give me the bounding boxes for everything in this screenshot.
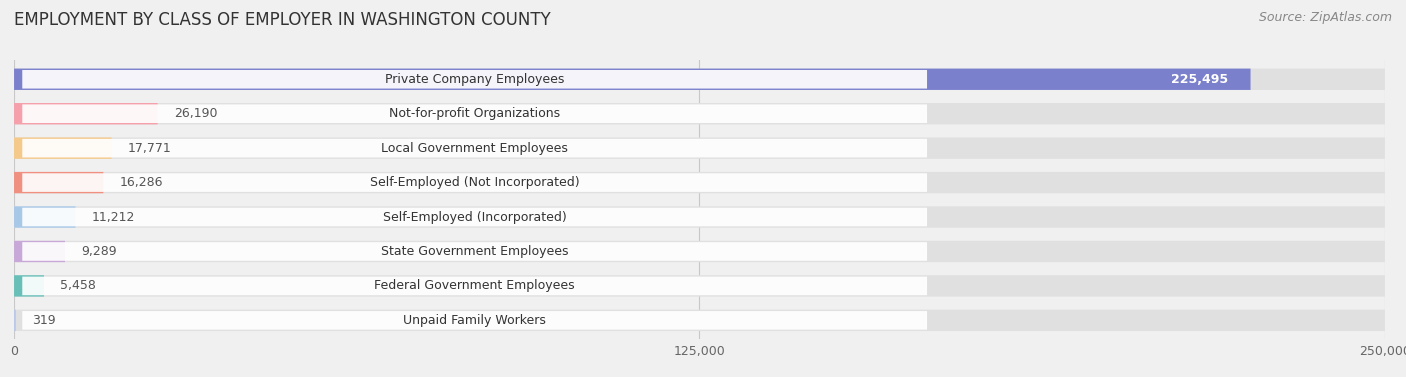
FancyBboxPatch shape	[14, 206, 1385, 228]
Text: State Government Employees: State Government Employees	[381, 245, 568, 258]
Text: Self-Employed (Incorporated): Self-Employed (Incorporated)	[382, 210, 567, 224]
FancyBboxPatch shape	[14, 275, 44, 297]
FancyBboxPatch shape	[22, 70, 927, 89]
FancyBboxPatch shape	[14, 241, 65, 262]
FancyBboxPatch shape	[14, 103, 157, 124]
Text: 16,286: 16,286	[120, 176, 163, 189]
Text: 11,212: 11,212	[91, 210, 135, 224]
Text: Local Government Employees: Local Government Employees	[381, 142, 568, 155]
FancyBboxPatch shape	[22, 139, 927, 158]
FancyBboxPatch shape	[14, 138, 1385, 159]
Text: 319: 319	[32, 314, 56, 327]
Text: Unpaid Family Workers: Unpaid Family Workers	[404, 314, 546, 327]
FancyBboxPatch shape	[22, 277, 927, 295]
Text: 26,190: 26,190	[174, 107, 218, 120]
FancyBboxPatch shape	[14, 206, 76, 228]
Text: EMPLOYMENT BY CLASS OF EMPLOYER IN WASHINGTON COUNTY: EMPLOYMENT BY CLASS OF EMPLOYER IN WASHI…	[14, 11, 551, 29]
FancyBboxPatch shape	[14, 138, 111, 159]
FancyBboxPatch shape	[14, 310, 15, 331]
Text: 5,458: 5,458	[60, 279, 97, 293]
FancyBboxPatch shape	[14, 103, 1385, 124]
FancyBboxPatch shape	[14, 310, 1385, 331]
Text: 225,495: 225,495	[1171, 73, 1229, 86]
FancyBboxPatch shape	[14, 241, 1385, 262]
FancyBboxPatch shape	[14, 172, 1385, 193]
Text: 17,771: 17,771	[128, 142, 172, 155]
Text: Self-Employed (Not Incorporated): Self-Employed (Not Incorporated)	[370, 176, 579, 189]
FancyBboxPatch shape	[22, 242, 927, 261]
FancyBboxPatch shape	[22, 311, 927, 329]
FancyBboxPatch shape	[14, 69, 1385, 90]
FancyBboxPatch shape	[14, 69, 1250, 90]
Text: Federal Government Employees: Federal Government Employees	[374, 279, 575, 293]
Text: Private Company Employees: Private Company Employees	[385, 73, 564, 86]
FancyBboxPatch shape	[22, 104, 927, 123]
FancyBboxPatch shape	[22, 208, 927, 226]
FancyBboxPatch shape	[14, 275, 1385, 297]
FancyBboxPatch shape	[22, 173, 927, 192]
Text: Source: ZipAtlas.com: Source: ZipAtlas.com	[1258, 11, 1392, 24]
Text: Not-for-profit Organizations: Not-for-profit Organizations	[389, 107, 560, 120]
FancyBboxPatch shape	[14, 172, 104, 193]
Text: 9,289: 9,289	[82, 245, 117, 258]
